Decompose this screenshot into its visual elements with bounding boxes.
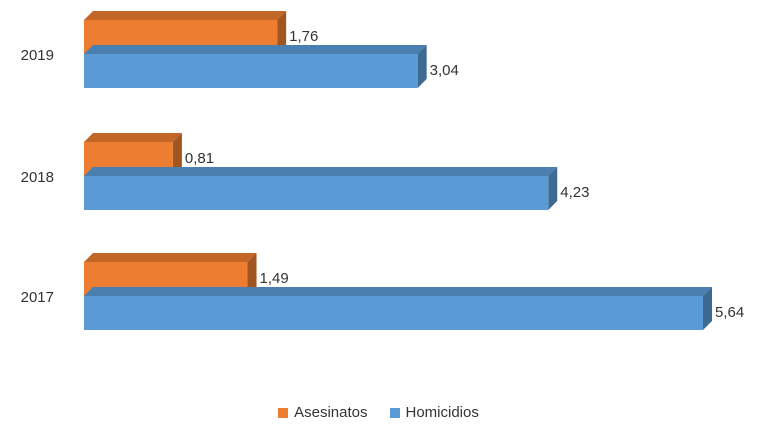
bar-side-homicidios-2018 bbox=[548, 167, 558, 210]
data-label-homicidios-2018: 4,23 bbox=[560, 184, 589, 201]
chart-legend: Asesinatos Homicidios bbox=[0, 404, 757, 421]
bar-side-asesinatos-2019 bbox=[277, 11, 287, 54]
bar-side-asesinatos-2017 bbox=[247, 253, 257, 296]
bar-top-asesinatos-2019 bbox=[84, 11, 287, 20]
data-label-asesinatos-2019: 1,76 bbox=[289, 28, 318, 45]
legend-label-homicidios: Homicidios bbox=[405, 404, 479, 421]
bar-top-homicidios-2018 bbox=[84, 167, 558, 176]
legend-swatch-asesinatos bbox=[278, 407, 289, 418]
legend-item-asesinatos: Asesinatos bbox=[278, 404, 368, 421]
category-label-2018: 2018 bbox=[21, 169, 54, 186]
legend-swatch-homicidios bbox=[389, 407, 400, 418]
bar-homicidios-2017 bbox=[84, 296, 703, 330]
bar-side-homicidios-2019 bbox=[417, 45, 427, 88]
bar-top-homicidios-2017 bbox=[84, 287, 712, 296]
category-label-2017: 2017 bbox=[21, 289, 54, 306]
bar-chart: 2019 1,76 3,04 2018 0,81 4,23 2017 1,49 5,64 bbox=[21, 11, 744, 330]
bar-top-asesinatos-2017 bbox=[84, 253, 257, 262]
bar-top-asesinatos-2018 bbox=[84, 133, 182, 142]
data-label-homicidios-2019: 3,04 bbox=[430, 62, 459, 79]
bar-homicidios-2018 bbox=[84, 176, 549, 210]
category-label-2019: 2019 bbox=[21, 47, 54, 64]
bar-top-homicidios-2019 bbox=[84, 45, 427, 54]
legend-item-homicidios: Homicidios bbox=[389, 404, 479, 421]
bar-homicidios-2019 bbox=[84, 54, 418, 88]
data-label-asesinatos-2018: 0,81 bbox=[185, 150, 214, 167]
data-label-homicidios-2017: 5,64 bbox=[715, 304, 744, 321]
legend-label-asesinatos: Asesinatos bbox=[294, 404, 368, 421]
data-label-asesinatos-2017: 1,49 bbox=[260, 270, 289, 287]
bar-side-asesinatos-2018 bbox=[172, 133, 182, 176]
bar-side-homicidios-2017 bbox=[703, 287, 712, 330]
